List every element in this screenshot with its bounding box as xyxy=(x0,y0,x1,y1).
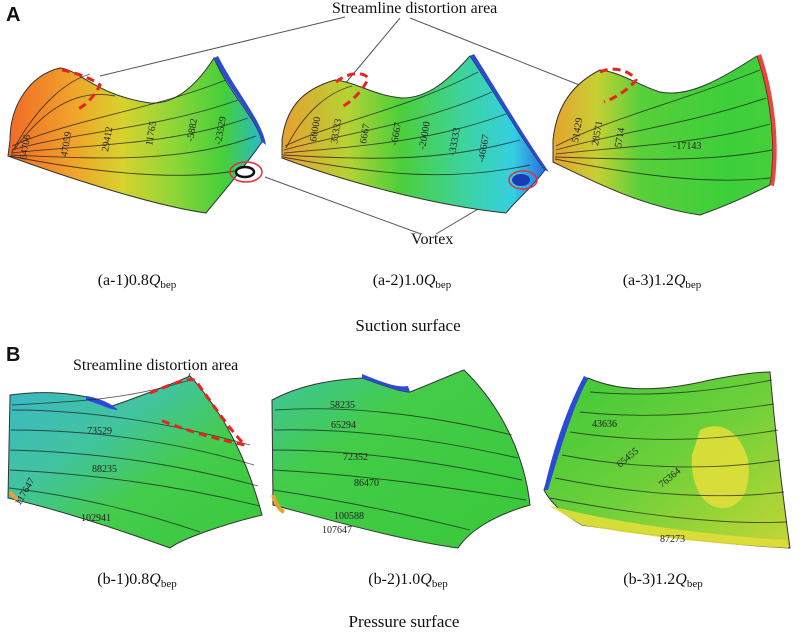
caption-a1: (a-1)0.8Qbep xyxy=(97,272,177,291)
blade-a1 xyxy=(7,56,266,214)
contour-label: 11765 xyxy=(144,120,159,146)
caption-b1: (b-1)0.8Qbep xyxy=(97,571,177,590)
blade-a3 xyxy=(552,54,777,216)
contour-label: 102941 xyxy=(81,513,111,524)
contour-labels-b2: 58235 65294 72352 86470 100588 107647 xyxy=(322,400,379,536)
contour-label: 100588 xyxy=(334,511,364,522)
blade-b3 xyxy=(543,371,791,549)
streamline-distortion-label-a: Streamline distortion area xyxy=(332,0,498,17)
contour-label: -23529 xyxy=(213,116,229,146)
contour-label: 58235 xyxy=(330,400,355,411)
contour-label: 87273 xyxy=(660,534,685,545)
contour-label: -46667 xyxy=(476,134,492,164)
contour-label: 29412 xyxy=(100,126,115,153)
panel-letter-a: A xyxy=(6,4,21,26)
surface-title-b: Pressure surface xyxy=(348,612,460,631)
contour-labels-a2: 60000 33333 6667 -6667 -20000 -33333 -46… xyxy=(308,116,492,164)
contour-label: 47059 xyxy=(59,131,74,158)
caption-a3: (a-3)1.2Qbep xyxy=(622,272,702,291)
contour-label: 107647 xyxy=(322,525,352,536)
contour-label: -6667 xyxy=(389,122,404,147)
contour-label: 72352 xyxy=(343,452,368,463)
contour-labels-a1: 64706 47059 29412 11765 -5882 -23529 xyxy=(18,116,229,161)
streamline-distortion-label-b: Streamline distortion area xyxy=(73,357,239,374)
contour-label: 86470 xyxy=(354,478,379,489)
surface-title-a: Suction surface xyxy=(355,316,461,335)
blade-b2 xyxy=(271,369,531,549)
blade-b1 xyxy=(7,375,263,549)
contour-label: 33333 xyxy=(329,118,344,145)
vortex-label: Vortex xyxy=(411,231,454,248)
contour-label: 5714 xyxy=(613,127,627,149)
caption-a2: (a-2)1.0Qbep xyxy=(372,272,452,291)
caption-b3: (b-3)1.2Qbep xyxy=(623,571,703,590)
contour-label: 6667 xyxy=(358,123,372,145)
contour-label: 60000 xyxy=(308,116,323,143)
contour-labels-a3: 51429 28571 5714 -17143 xyxy=(570,117,701,152)
caption-b2: (b-2)1.0Qbep xyxy=(368,571,448,590)
blade-a2 xyxy=(281,54,549,214)
contour-label: 64706 xyxy=(18,134,33,161)
contour-label: -17143 xyxy=(673,141,701,152)
contour-label: 51429 xyxy=(570,117,585,144)
contour-label: 73529 xyxy=(87,426,112,437)
contour-label: -33333 xyxy=(447,127,463,157)
contour-label: 65294 xyxy=(331,420,356,431)
contour-label: -20000 xyxy=(417,121,433,151)
panel-letter-b: B xyxy=(6,344,21,366)
contour-label: 28571 xyxy=(590,120,605,147)
contour-label: 43636 xyxy=(592,419,617,430)
contour-label: -5882 xyxy=(185,118,200,143)
contour-label: 88235 xyxy=(92,464,117,475)
